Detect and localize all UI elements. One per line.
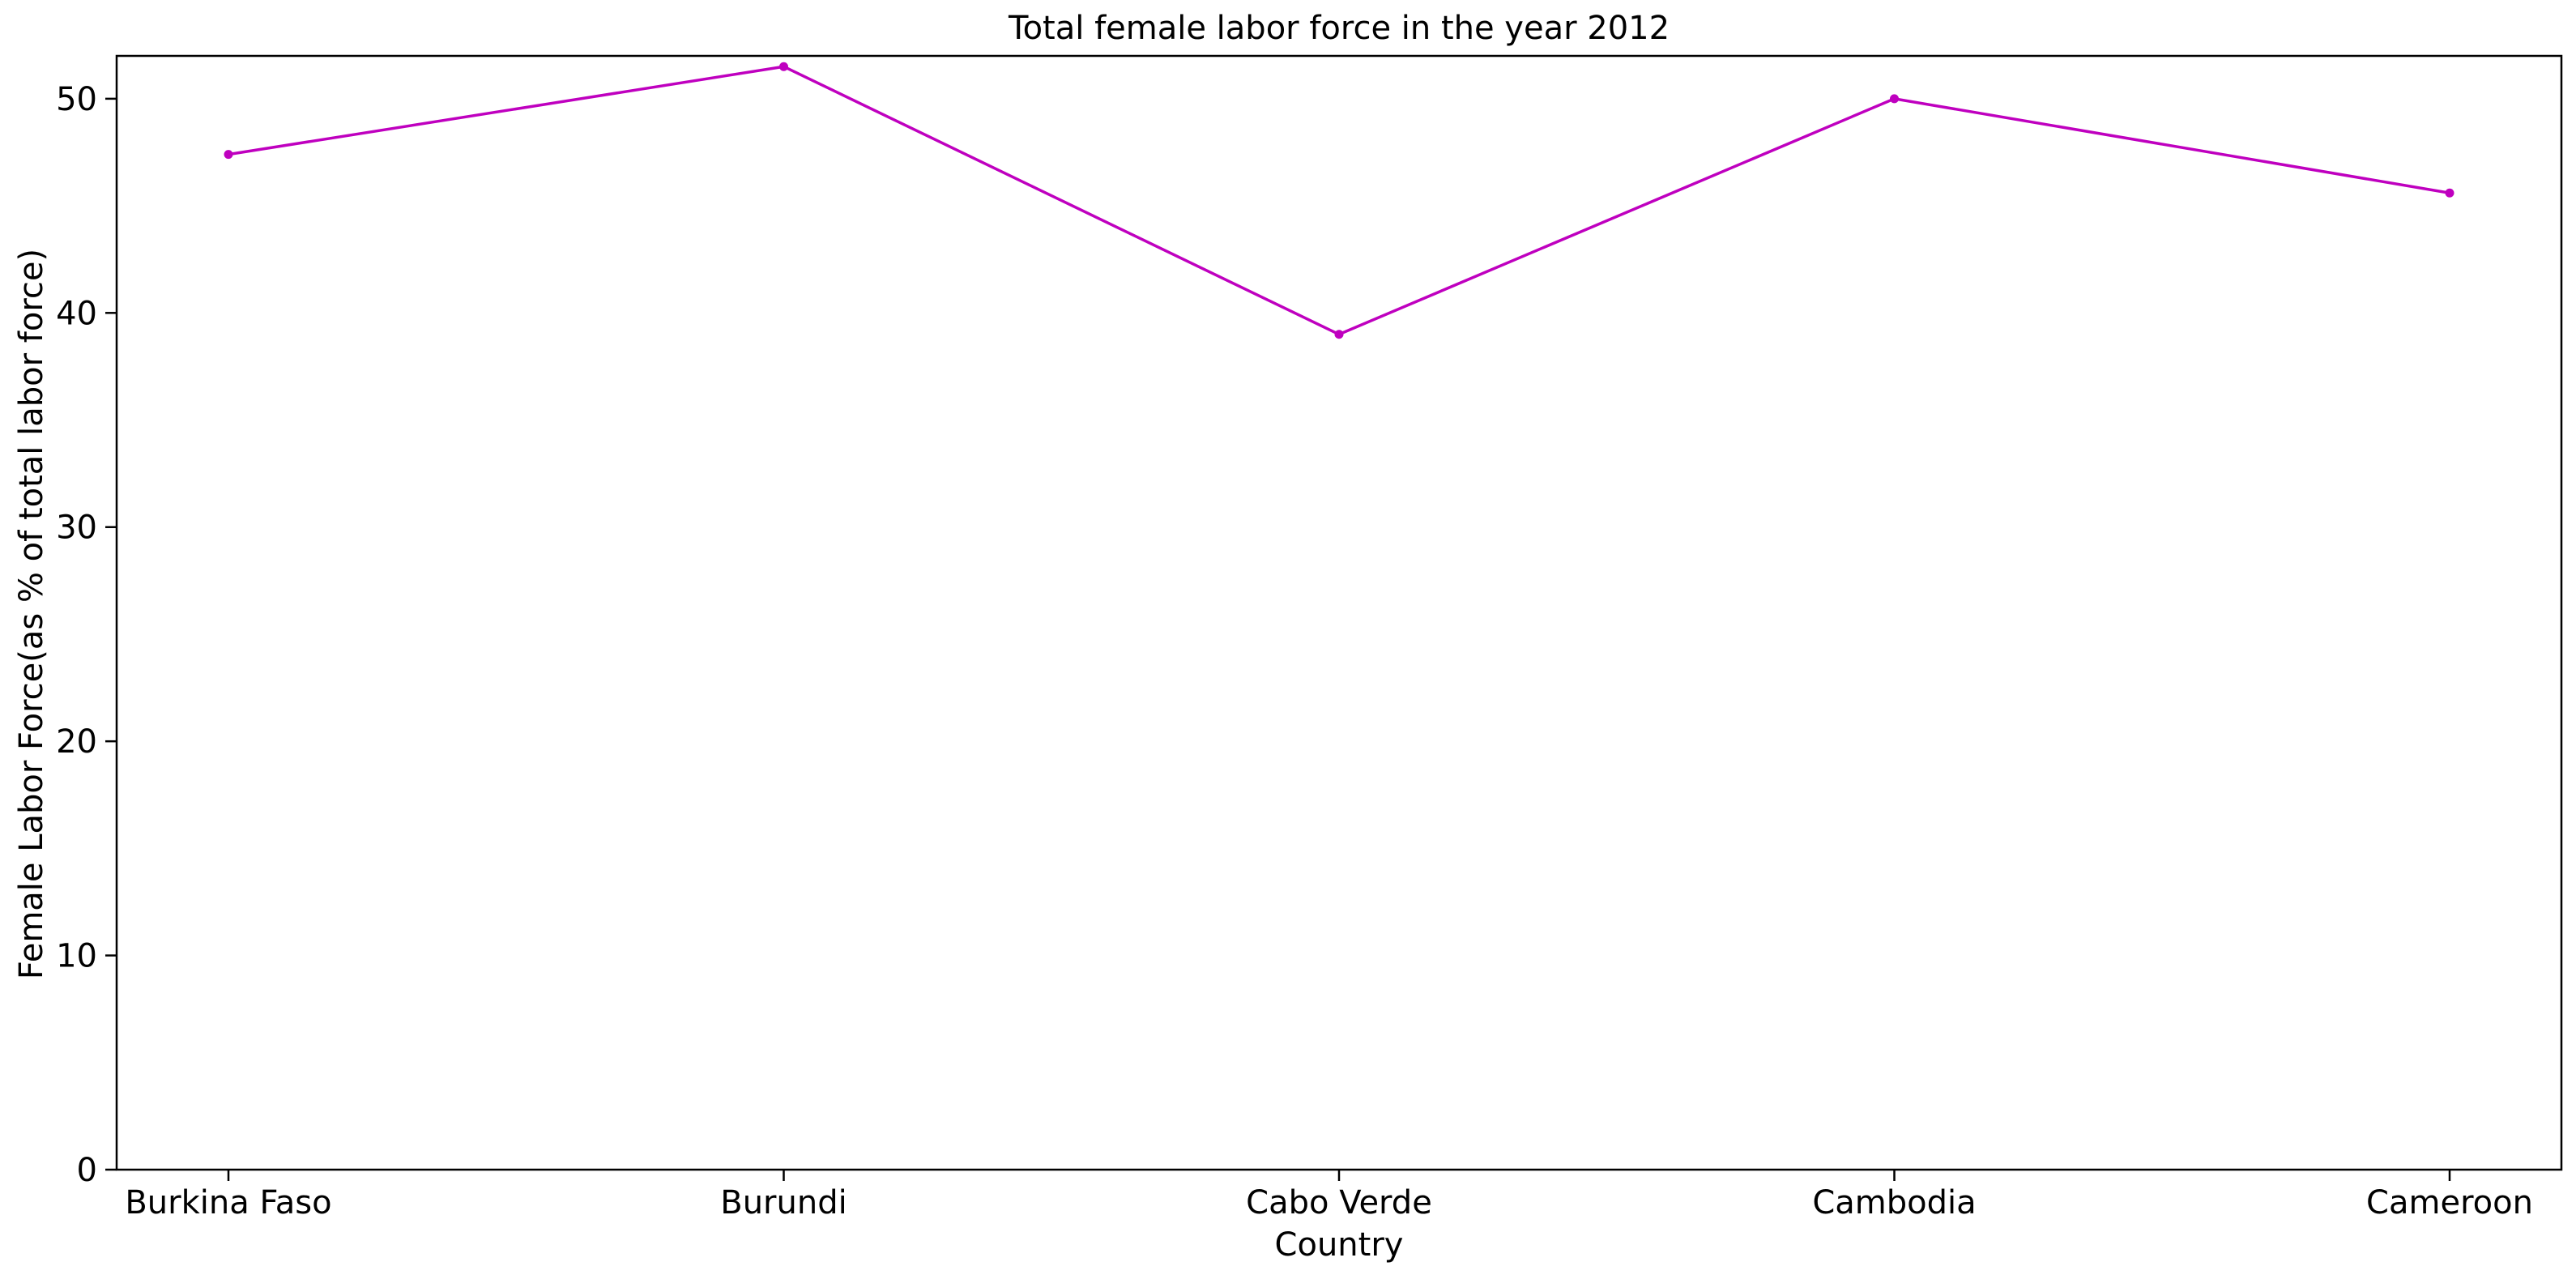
data-point <box>1334 330 1344 339</box>
y-axis-label: Female Labor Force(as % of total labor f… <box>13 249 50 979</box>
chart-title: Total female labor force in the year 201… <box>1008 10 1670 47</box>
y-axis-ticks: 0 10 20 30 40 50 <box>56 81 117 1189</box>
y-tick-label: 0 <box>77 1152 97 1189</box>
x-tick-label: Cabo Verde <box>1246 1184 1432 1221</box>
x-tick-label: Burundi <box>720 1184 847 1221</box>
series-line <box>228 65 2450 336</box>
x-tick-label: Cameroon <box>2366 1184 2533 1221</box>
series-layer <box>224 62 2454 339</box>
y-tick-label: 20 <box>56 723 97 761</box>
data-point <box>1890 94 1899 104</box>
y-tick-label: 50 <box>56 81 97 118</box>
y-tick-label: 30 <box>56 509 97 547</box>
y-tick-label: 40 <box>56 295 97 332</box>
data-point <box>2445 188 2454 198</box>
data-point <box>779 62 788 71</box>
plot-frame <box>115 54 2563 1171</box>
y-tick-label: 10 <box>56 938 97 975</box>
x-tick-label: Cambodia <box>1812 1184 1976 1221</box>
data-point <box>224 150 233 160</box>
x-axis-label: Country <box>1275 1226 1404 1264</box>
x-axis-ticks: Burkina Faso Burundi Cabo Verde Cambodia Cam… <box>125 1170 2533 1221</box>
x-tick-label: Burkina Faso <box>125 1184 331 1221</box>
